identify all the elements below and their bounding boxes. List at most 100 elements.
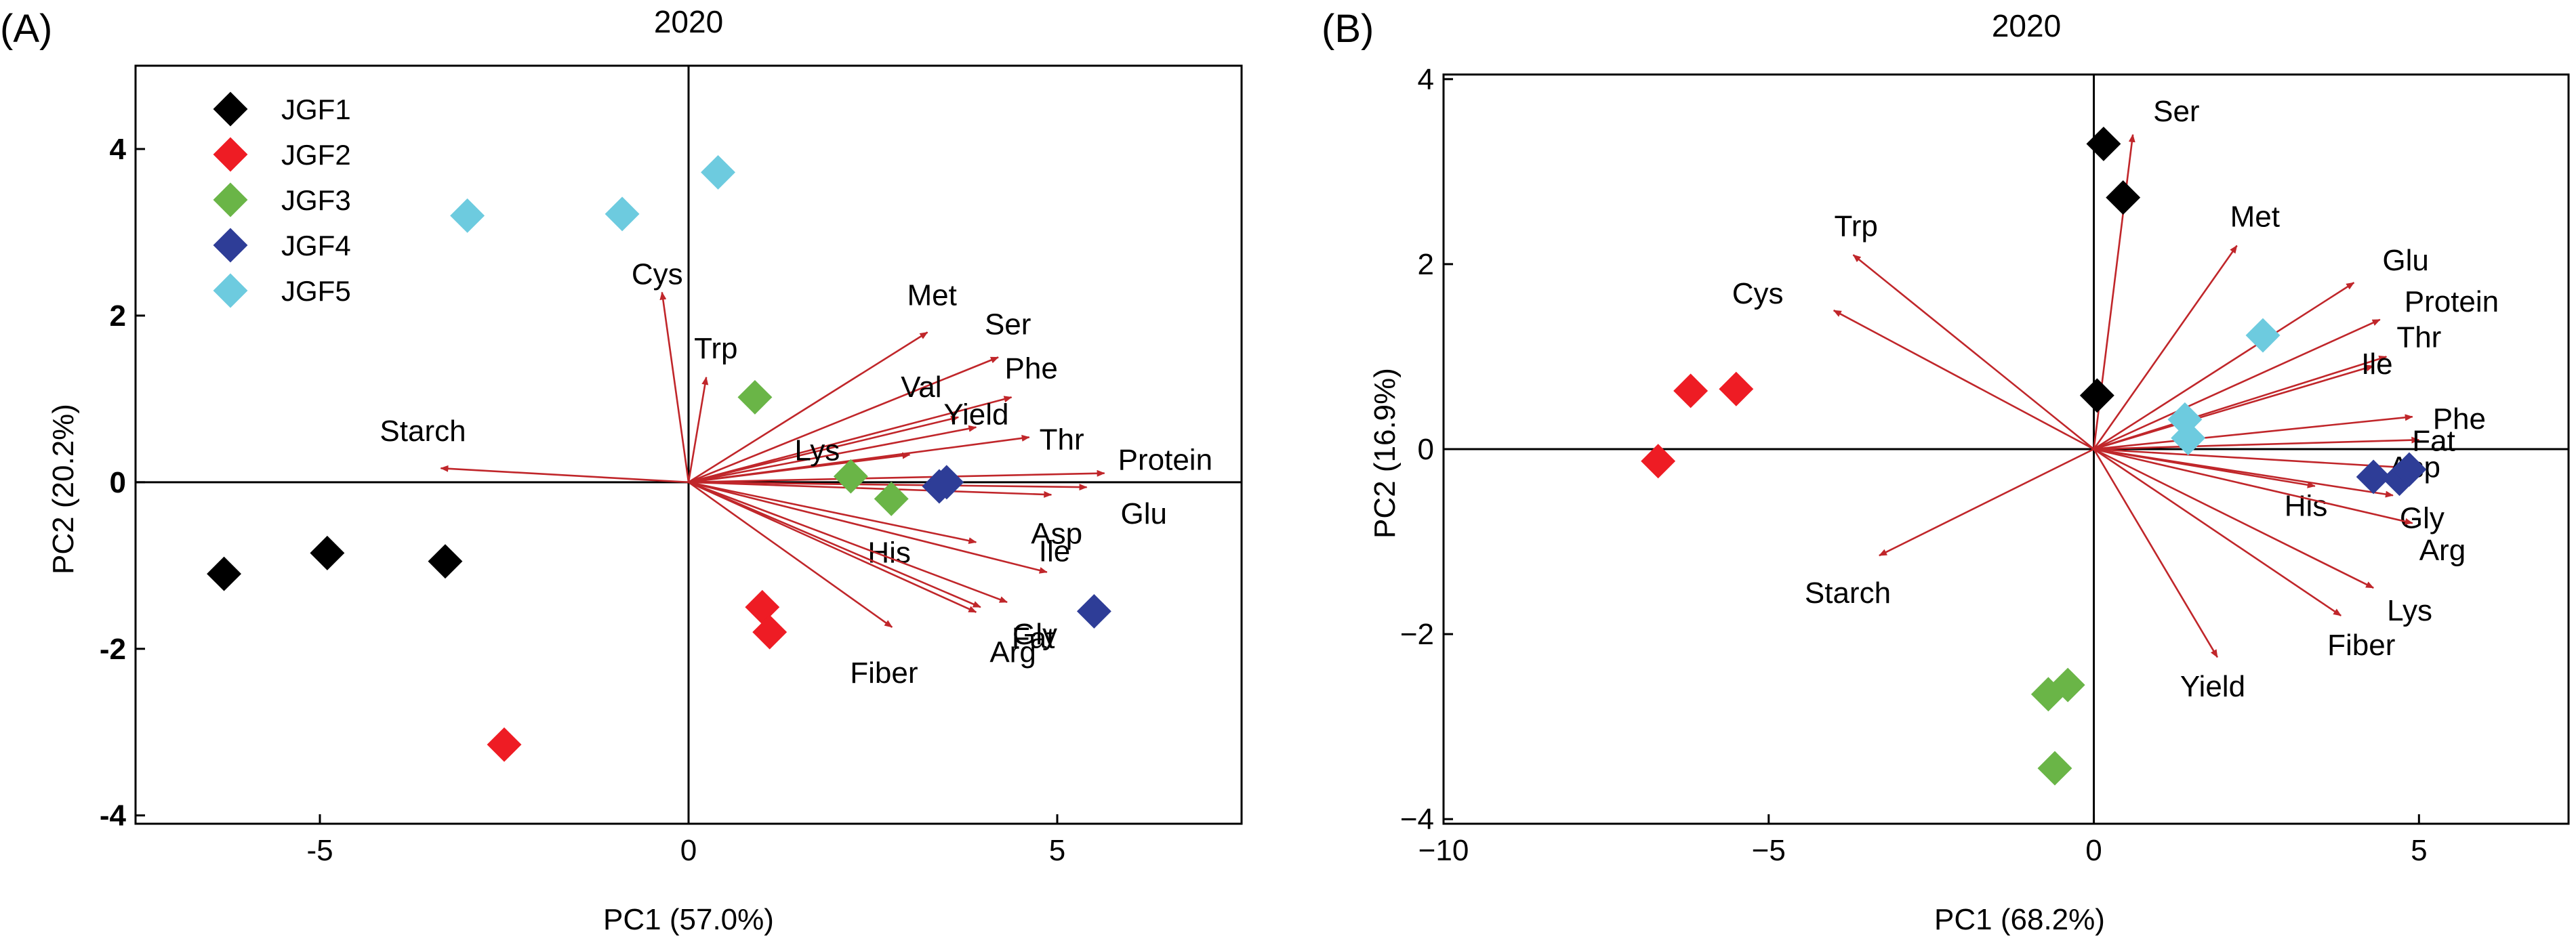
- diamond-icon: [213, 91, 248, 127]
- vector-label-asp: Asp: [1031, 517, 1082, 550]
- legend-item-jgf1: JGF1: [213, 91, 351, 127]
- x-tick-label: 5: [1049, 834, 1065, 867]
- loading-vector-fiber: [2093, 448, 2342, 616]
- diamond-icon: [213, 137, 248, 172]
- data-point-jgf5: [605, 196, 640, 232]
- data-point-jgf1: [2086, 126, 2121, 161]
- x-tick-label: −5: [1752, 834, 1786, 867]
- loading-vector-lys: [688, 452, 911, 484]
- legend-label: JGF1: [281, 93, 351, 125]
- vector-label-gly: Gly: [1013, 618, 1057, 651]
- vector-label-lys: Lys: [794, 434, 840, 467]
- loading-vector-glu: [688, 481, 1088, 491]
- loading-vector-phe: [688, 396, 1013, 484]
- loading-vector-ser: [688, 356, 999, 484]
- vector-label-met: Met: [907, 278, 957, 312]
- data-point-jgf1: [428, 544, 463, 579]
- vector-label-cys: Cys: [632, 257, 683, 291]
- loading-vector-yield: [2093, 448, 2218, 658]
- legend-item-jgf4: JGF4: [213, 228, 351, 263]
- data-point-jgf5: [450, 198, 485, 233]
- vector-label-protein: Protein: [1118, 444, 1212, 477]
- data-point-jgf3: [874, 481, 909, 516]
- vector-label-ile: Ile: [1039, 535, 1070, 568]
- y-tick-label: -4: [100, 799, 127, 833]
- y-tick-label: 2: [110, 299, 126, 333]
- vector-label-arg: Arg: [2419, 534, 2466, 567]
- loading-vector-gly: [688, 481, 1008, 604]
- loading-vector-val: [688, 415, 960, 484]
- data-point-jgf3: [833, 459, 868, 494]
- loading-vector-arg: [688, 481, 977, 613]
- vector-label-starch: Starch: [380, 415, 466, 448]
- loading-vector-protein: [2093, 318, 2381, 450]
- panel-b-title: 2020: [1992, 8, 2061, 43]
- panel-a-y-axis-label: PC2 (20.2%): [47, 404, 80, 574]
- vector-label-glu: Glu: [2382, 244, 2428, 277]
- data-point-jgf2: [1673, 373, 1709, 408]
- vector-label-yield: Yield: [2180, 670, 2245, 703]
- data-point-jgf2: [1719, 371, 1754, 406]
- vector-label-ser: Ser: [985, 308, 1031, 341]
- vector-label-val: Val: [901, 371, 941, 404]
- loading-vector-arg: [2093, 448, 2413, 525]
- legend-item-jgf5: JGF5: [213, 273, 351, 308]
- vector-label-thr: Thr: [1040, 423, 1084, 456]
- legend-item-jgf3: JGF3: [213, 182, 351, 217]
- x-tick-label: 0: [680, 834, 697, 867]
- panel-b-y-axis-label: PC2 (16.9%): [1368, 368, 1402, 539]
- vector-label-arg: Arg: [989, 636, 1036, 669]
- loading-vector-ile: [2093, 364, 2375, 450]
- panel-b-x-axis-label: PC1 (68.2%): [1934, 903, 2105, 936]
- y-tick-label: 2: [1418, 248, 1434, 281]
- legend-label: JGF3: [281, 184, 351, 216]
- vector-label-gly: Gly: [2400, 501, 2445, 534]
- loading-vector-gly: [2093, 448, 2394, 498]
- vector-label-cys: Cys: [1732, 277, 1784, 310]
- panel-a-title: 2020: [654, 4, 723, 39]
- data-point-jgf4: [1076, 593, 1111, 629]
- y-tick-label: 4: [1418, 63, 1434, 96]
- vector-label-trp: Trp: [1835, 209, 1878, 243]
- vector-label-phe: Phe: [1005, 352, 1058, 385]
- data-point-jgf1: [207, 556, 242, 591]
- vector-label-fat: Fat: [1012, 621, 1055, 654]
- loading-vector-starch: [440, 465, 689, 484]
- panel-b-label: (B): [1322, 7, 1374, 51]
- vector-label-starch: Starch: [1805, 576, 1891, 610]
- loading-vector-yield: [688, 425, 977, 484]
- loading-vector-his: [688, 481, 977, 545]
- loading-vector-met: [2093, 245, 2238, 450]
- x-tick-label: 0: [2085, 834, 2102, 867]
- vector-label-protein: Protein: [2405, 285, 2499, 318]
- vector-label-thr: Thr: [2396, 320, 2441, 354]
- y-tick-label: −2: [1400, 618, 1434, 651]
- legend-label: JGF2: [281, 139, 351, 171]
- loading-vector-cys: [1833, 310, 2095, 450]
- loading-vector-trp: [1852, 254, 2095, 450]
- y-tick-label: 0: [1418, 433, 1434, 466]
- legend: JGF1 JGF2 JGF3 JGF4 JGF5: [213, 91, 351, 308]
- data-point-jgf1: [2079, 378, 2114, 413]
- vector-label-lys: Lys: [2387, 594, 2432, 627]
- y-tick-label: 0: [110, 466, 126, 499]
- loading-vector-asp: [688, 481, 1052, 498]
- loading-vector-phe: [2093, 414, 2413, 450]
- data-point-jgf3: [2037, 751, 2072, 786]
- vector-label-phe: Phe: [2433, 402, 2486, 436]
- y-tick-label: 4: [110, 133, 127, 166]
- loading-vector-glu: [2093, 282, 2355, 450]
- diamond-icon: [213, 228, 248, 263]
- diamond-icon: [213, 273, 248, 308]
- loading-vector-cys: [659, 291, 690, 483]
- x-tick-label: 5: [2411, 834, 2427, 867]
- vector-label-ile: Ile: [2361, 348, 2392, 381]
- loading-vector-fiber: [688, 481, 893, 628]
- loading-vector-asp: [2093, 448, 2407, 471]
- y-tick-label: −4: [1400, 803, 1434, 836]
- vector-label-met: Met: [2230, 201, 2280, 234]
- panel-b-plot-area: −10 −5 0 5 −4 −2 0 2 4 Ser Met Trp Cys Glu ProteinThrI…: [1400, 63, 2570, 867]
- loading-vector-lys: [2093, 448, 2375, 589]
